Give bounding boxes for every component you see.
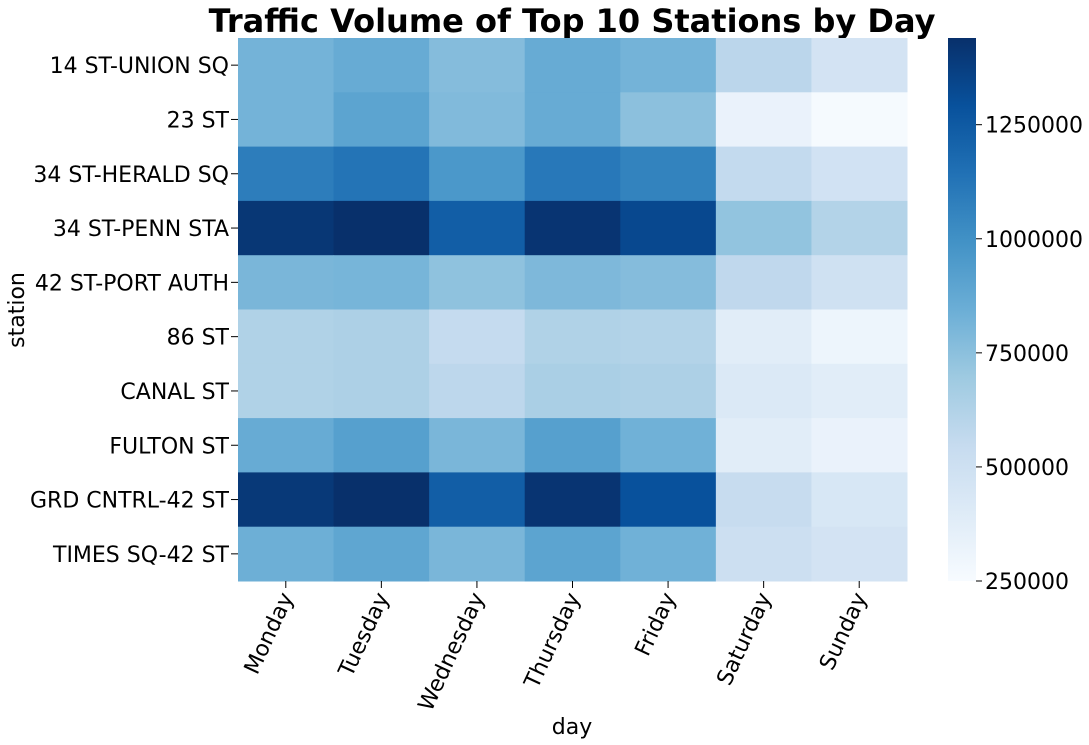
- heatmap-cell: [620, 526, 717, 582]
- heatmap-cell: [524, 200, 621, 256]
- heatmap-cell: [333, 146, 430, 202]
- heatmap-cell: [238, 38, 335, 93]
- heatmap-cell: [715, 418, 812, 473]
- heatmap-cell: [715, 255, 812, 310]
- y-tick-label: 34 ST-HERALD SQ: [33, 163, 229, 188]
- colorbar-tick-label: 1250000: [985, 114, 1083, 139]
- y-tick-label: 34 ST-PENN STA: [53, 217, 229, 242]
- heatmap-cell: [620, 363, 717, 419]
- colorbar-tick-label: 500000: [985, 456, 1069, 481]
- heatmap-cell: [715, 200, 812, 256]
- heatmap-cell: [524, 92, 621, 148]
- y-tick-label: 42 ST-PORT AUTH: [35, 271, 229, 296]
- heatmap-cell: [429, 146, 526, 202]
- heatmap-cell: [715, 146, 812, 202]
- heatmap-cell: [524, 146, 621, 202]
- heatmap-cell: [524, 255, 621, 310]
- heatmap-cell: [524, 526, 621, 582]
- y-tick-label: GRD CNTRL-42 ST: [30, 489, 230, 514]
- heatmap-cell: [620, 309, 717, 365]
- heatmap-cell: [429, 92, 526, 148]
- heatmap-cell: [524, 363, 621, 419]
- y-tick-label: FULTON ST: [109, 434, 229, 459]
- x-tick-label: Sunday: [815, 589, 872, 674]
- heatmap-cell: [333, 92, 430, 148]
- heatmap-cell: [238, 200, 335, 256]
- y-tick-label: 23 ST: [167, 108, 230, 133]
- heatmap-cell: [238, 418, 335, 473]
- y-tick-label: TIMES SQ-42 ST: [52, 543, 230, 568]
- heatmap-cell: [715, 38, 812, 93]
- y-tick-label: CANAL ST: [120, 380, 229, 405]
- heatmap-cell: [620, 418, 717, 473]
- heatmap-cell: [238, 363, 335, 419]
- heatmap-cell: [429, 472, 526, 528]
- heatmap-cell: [333, 200, 430, 256]
- heatmap-cell: [238, 309, 335, 365]
- heatmap-cell: [429, 418, 526, 473]
- heatmap-cell: [429, 526, 526, 582]
- heatmap-cell: [429, 255, 526, 310]
- heatmap-cell: [811, 255, 908, 310]
- heatmap-cell: [620, 38, 717, 93]
- heatmap-cell: [238, 526, 335, 582]
- heatmap-cell: [238, 472, 335, 528]
- colorbar-tick-label: 250000: [985, 570, 1069, 595]
- x-tick-label: Saturday: [713, 589, 778, 689]
- heatmap-cell: [811, 309, 908, 365]
- heatmap-cell: [620, 146, 717, 202]
- heatmap-cell: [333, 363, 430, 419]
- heatmap-cell: [238, 146, 335, 202]
- heatmap-cell: [429, 309, 526, 365]
- heatmap-cell: [715, 363, 812, 419]
- x-tick-label: Wednesday: [414, 589, 490, 715]
- x-tick-label: Friday: [631, 589, 682, 660]
- x-axis-label: day: [552, 715, 592, 740]
- heatmap-cell: [715, 472, 812, 528]
- heatmap-cell: [429, 363, 526, 419]
- heatmap-cell: [715, 309, 812, 365]
- colorbar-tick-label: 1000000: [985, 228, 1083, 253]
- heatmap-cell: [524, 309, 621, 365]
- heatmap-cell: [620, 255, 717, 310]
- heatmap-cell: [811, 363, 908, 419]
- heatmap-cell: [811, 472, 908, 528]
- heatmap-cell: [811, 418, 908, 473]
- heatmap-cell: [811, 200, 908, 256]
- heatmap-cell: [620, 200, 717, 256]
- colorbar-tick-label: 750000: [985, 342, 1069, 367]
- colorbar: [948, 38, 976, 581]
- heatmap-cell: [524, 38, 621, 93]
- heatmap-cell: [238, 92, 335, 148]
- heatmap-cell: [238, 255, 335, 310]
- heatmap-cell: [811, 146, 908, 202]
- heatmap-cell: [333, 472, 430, 528]
- x-tick-label: Monday: [240, 589, 299, 678]
- heatmap-cell: [333, 38, 430, 93]
- heatmap-cell: [429, 38, 526, 93]
- heatmap-cell: [333, 526, 430, 582]
- y-tick-label: 14 ST-UNION SQ: [50, 54, 229, 79]
- heatmap-cell: [715, 526, 812, 582]
- heatmap-cell: [333, 309, 430, 365]
- x-tick-label: Thursday: [520, 589, 586, 693]
- heatmap-cell: [333, 418, 430, 473]
- y-tick-label: 86 ST: [167, 326, 230, 351]
- x-tick-label: Tuesday: [334, 589, 395, 682]
- heatmap-cell: [715, 92, 812, 148]
- heatmap-cell: [524, 472, 621, 528]
- heatmap-cell: [811, 92, 908, 148]
- y-axis-label: station: [5, 272, 30, 348]
- heatmap-cell: [811, 38, 908, 93]
- chart-title: Traffic Volume of Top 10 Stations by Day: [209, 2, 936, 40]
- heatmap-cell: [429, 200, 526, 256]
- heatmap-cell: [620, 472, 717, 528]
- heatmap-cell: [811, 526, 908, 582]
- heatmap-cell: [620, 92, 717, 148]
- heatmap-cell: [333, 255, 430, 310]
- heatmap-cell: [524, 418, 621, 473]
